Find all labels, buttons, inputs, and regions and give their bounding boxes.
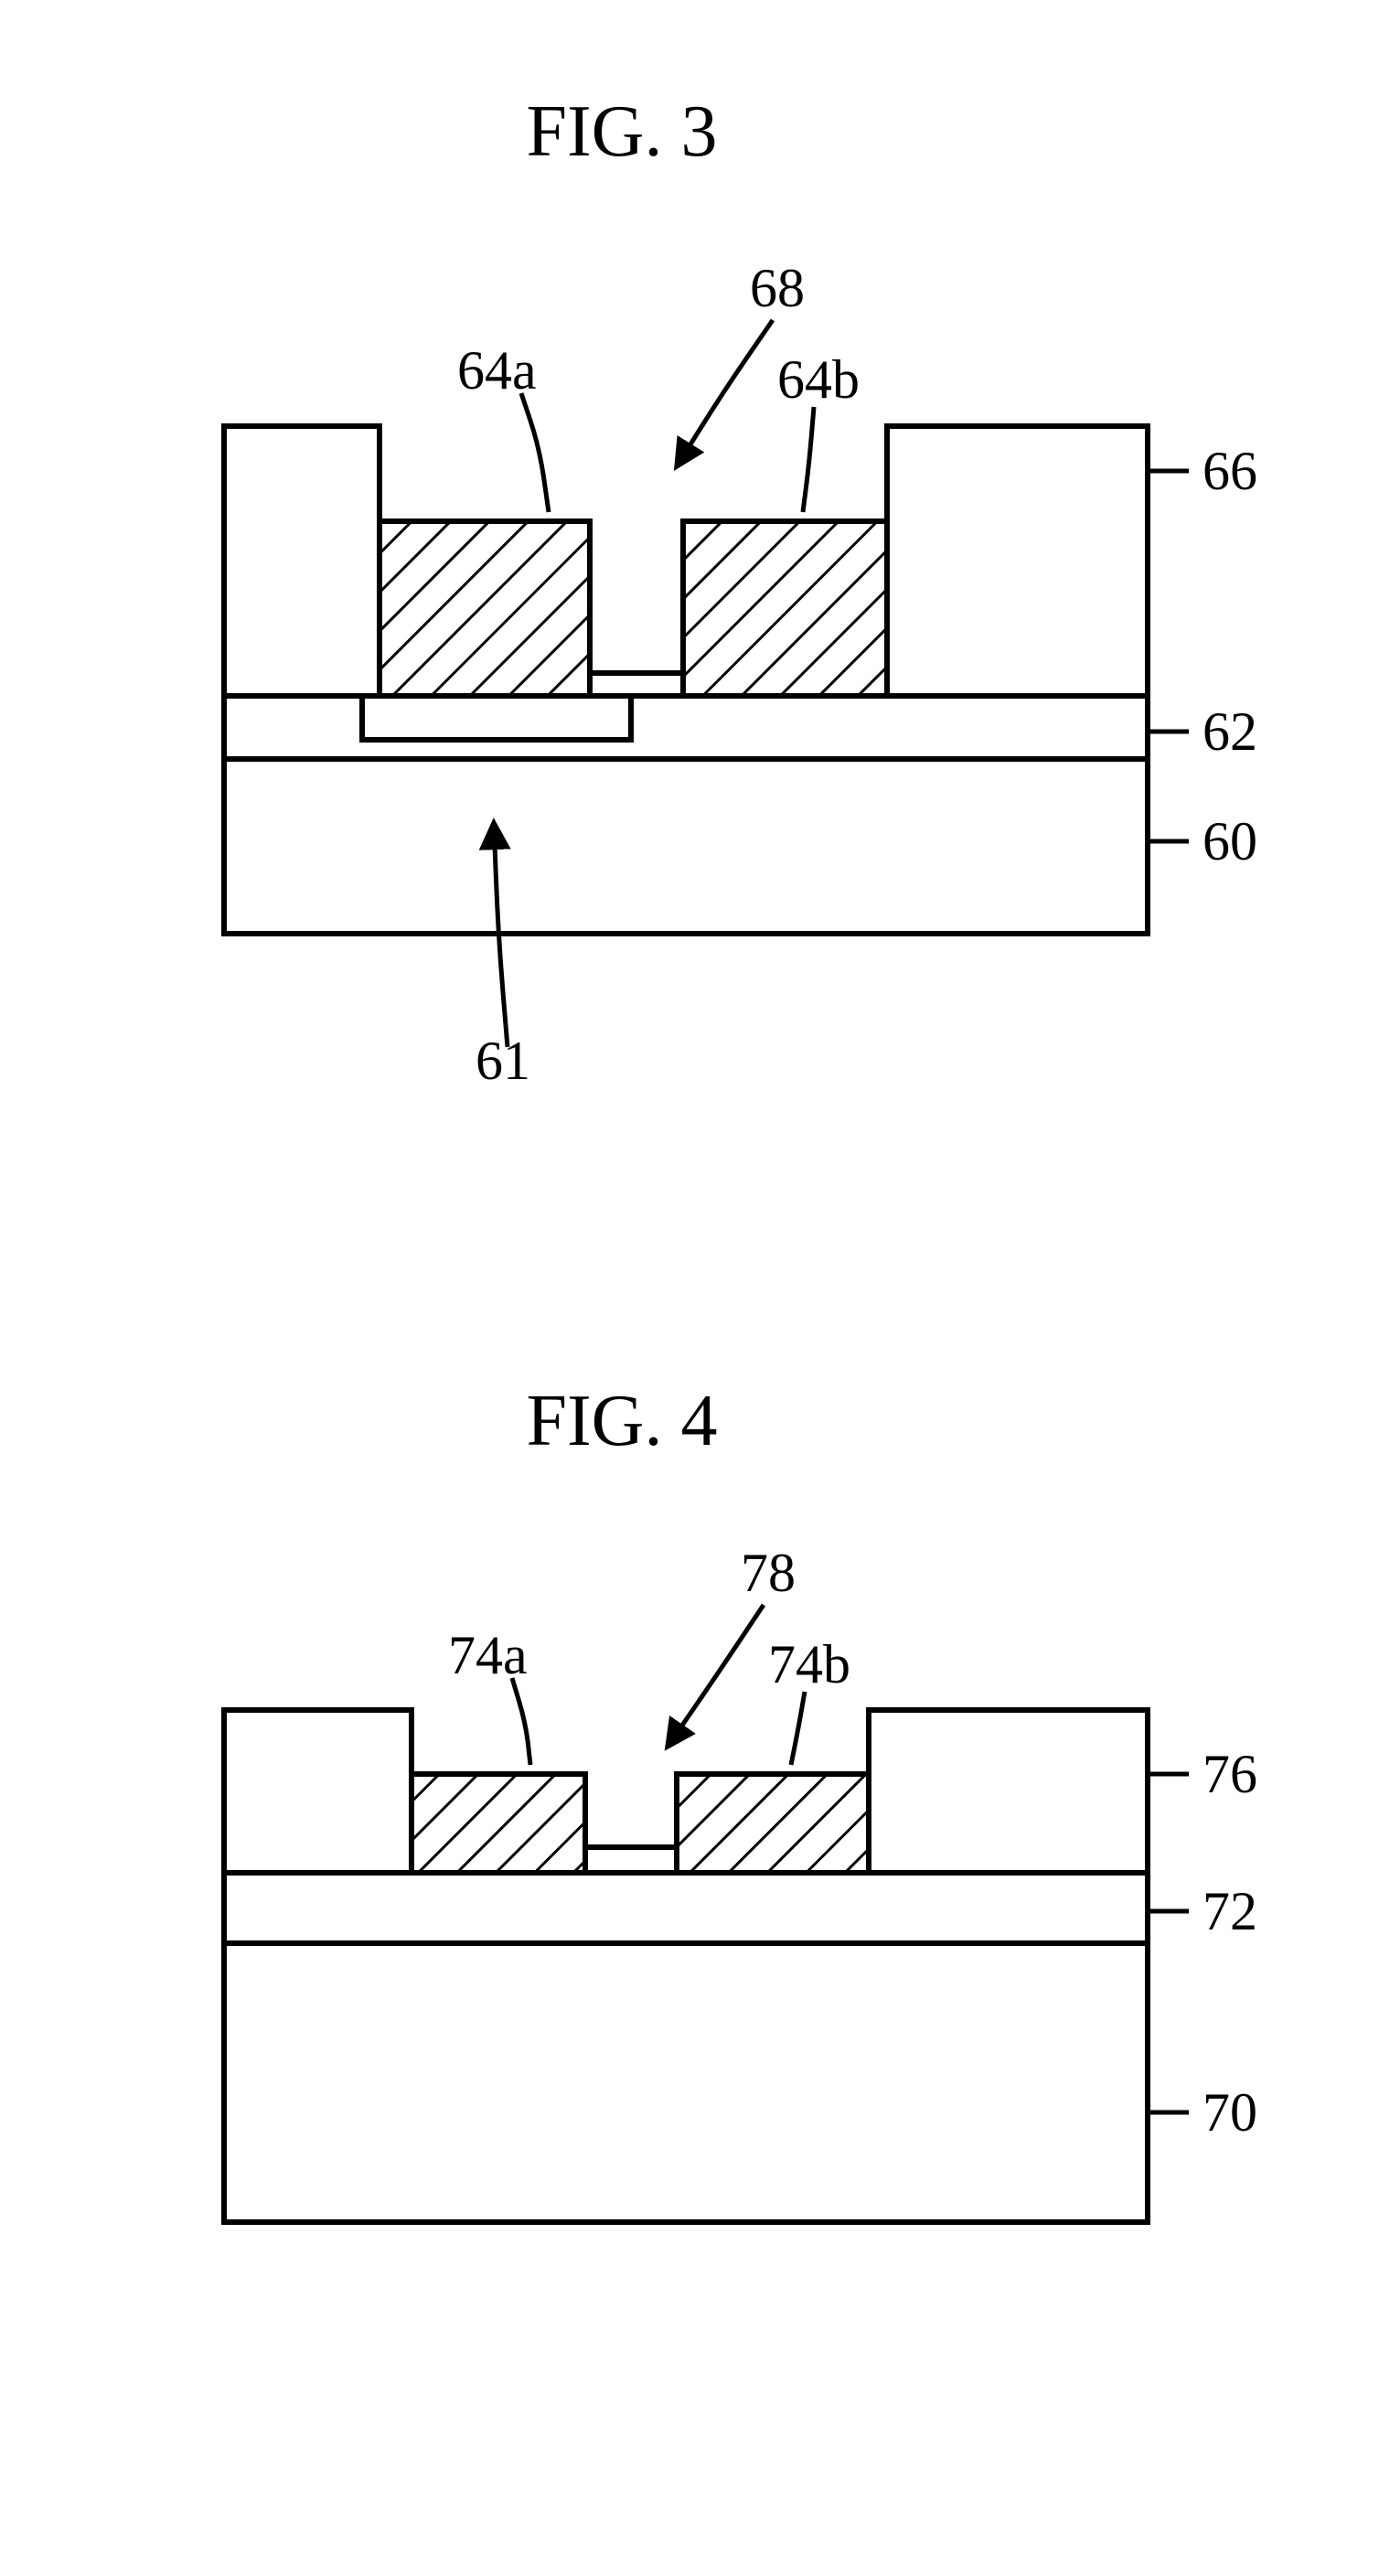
label-66: 66 [1203,441,1257,501]
label-64b: 64b [777,349,860,410]
block-74b [677,1774,869,1873]
label-64a: 64a [457,340,537,401]
leader-line [512,1678,530,1765]
label-61: 61 [476,1031,530,1091]
label-74b: 74b [768,1634,850,1694]
block-74a [412,1774,585,1873]
leader-line [668,1605,764,1747]
leader-line [521,393,549,512]
label-76: 76 [1203,1744,1257,1804]
fig4-title: FIG. 4 [527,1381,718,1461]
leader-line [677,320,773,466]
block-64a [379,521,590,696]
label-78: 78 [741,1543,796,1603]
label-74a: 74a [448,1625,528,1685]
label-68: 68 [750,258,805,318]
block-64b [683,521,887,696]
label-60: 60 [1203,811,1257,871]
label-62: 62 [1203,701,1257,762]
leader-line [803,407,814,512]
label-70: 70 [1203,2082,1257,2143]
label-72: 72 [1203,1881,1257,1941]
leader-line [791,1692,805,1765]
fig3-title: FIG. 3 [527,91,718,172]
